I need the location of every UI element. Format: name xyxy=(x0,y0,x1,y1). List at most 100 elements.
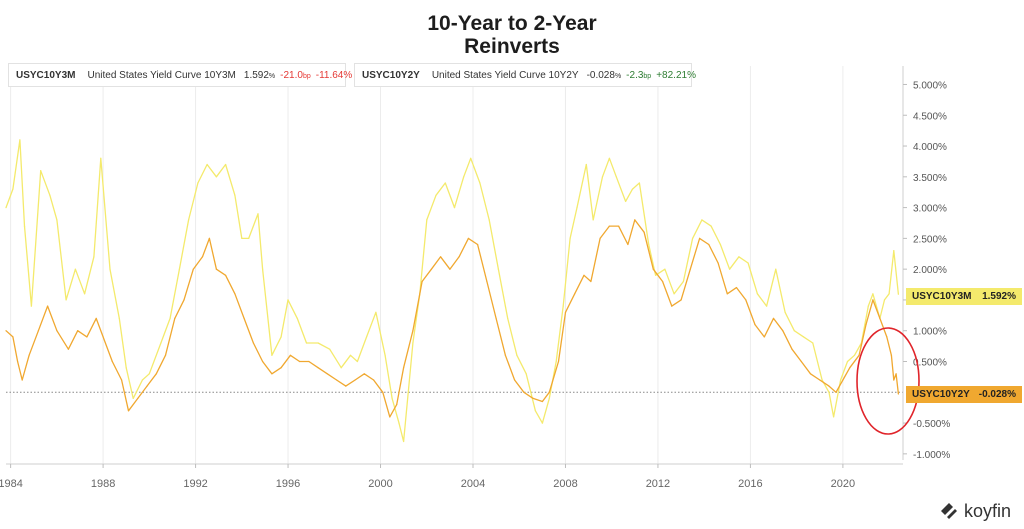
data-point xyxy=(809,373,812,375)
data-point xyxy=(772,317,775,319)
data-point xyxy=(453,207,456,209)
data-point xyxy=(897,293,900,295)
data-point xyxy=(109,268,111,270)
data-point xyxy=(299,360,301,363)
data-point xyxy=(345,385,347,387)
data-point xyxy=(412,330,414,332)
data-point xyxy=(583,274,585,276)
data-point xyxy=(426,219,428,221)
data-point xyxy=(412,342,414,344)
data-point xyxy=(444,182,446,184)
legend-change-pct: +82.21% xyxy=(656,69,696,81)
data-point xyxy=(828,385,830,387)
x-tick-label: 2012 xyxy=(646,478,670,490)
data-point xyxy=(148,373,150,375)
data-point xyxy=(470,157,472,159)
data-point xyxy=(662,280,664,283)
legend-usyc10y2y[interactable]: USYC10Y2Y United States Yield Curve 10Y2… xyxy=(354,63,696,87)
data-point xyxy=(477,243,479,246)
data-point xyxy=(608,225,611,227)
data-point xyxy=(879,317,881,319)
data-point xyxy=(271,373,273,375)
data-point xyxy=(495,317,497,319)
data-point xyxy=(21,379,23,381)
y-tick-label: 3.000% xyxy=(913,204,947,215)
data-point xyxy=(146,385,148,387)
data-point xyxy=(585,163,587,166)
data-point xyxy=(102,336,104,338)
data-point xyxy=(601,176,604,178)
data-point xyxy=(745,299,747,301)
data-point xyxy=(479,182,481,184)
data-point xyxy=(893,250,895,252)
data-point xyxy=(206,163,208,166)
data-point xyxy=(289,354,291,356)
data-point xyxy=(897,393,900,395)
data-point xyxy=(888,293,890,295)
data-point xyxy=(396,404,398,406)
data-point xyxy=(19,139,21,141)
y-tick-label: 4.500% xyxy=(913,111,947,122)
data-point xyxy=(100,157,102,159)
series-line-usyc10y3m xyxy=(5,139,900,443)
data-point xyxy=(458,256,460,258)
data-point xyxy=(215,176,217,178)
data-point xyxy=(812,342,814,344)
data-point xyxy=(655,274,657,276)
data-point xyxy=(625,200,627,202)
data-point xyxy=(516,354,518,356)
gridlines xyxy=(10,66,844,464)
data-point xyxy=(382,391,384,393)
data-point xyxy=(895,373,897,375)
data-point xyxy=(305,342,308,344)
data-point xyxy=(726,293,728,295)
data-point xyxy=(791,348,793,350)
data-point xyxy=(865,324,867,326)
data-point xyxy=(564,311,567,313)
y-tick-label: 0.500% xyxy=(913,358,947,369)
data-point xyxy=(890,354,893,356)
legend-usyc10y3m[interactable]: USYC10Y3M United States Yield Curve 10Y3… xyxy=(8,63,352,87)
data-point xyxy=(835,391,837,393)
data-point xyxy=(592,219,594,221)
data-point xyxy=(710,225,712,227)
data-point xyxy=(775,268,777,270)
legend-value: -0.028% xyxy=(586,69,622,81)
data-point xyxy=(280,336,282,338)
data-point xyxy=(590,280,592,283)
data-point xyxy=(252,342,254,344)
data-point xyxy=(384,354,386,356)
data-point xyxy=(137,397,139,399)
data-point xyxy=(872,299,874,301)
data-point xyxy=(819,379,821,381)
data-point xyxy=(354,379,356,381)
data-point xyxy=(756,293,759,295)
data-point xyxy=(555,360,557,363)
data-point xyxy=(356,360,358,363)
data-point xyxy=(111,360,113,363)
data-point xyxy=(763,336,765,338)
data-point xyxy=(648,243,650,246)
data-point xyxy=(121,379,123,381)
data-point xyxy=(846,360,849,363)
data-point xyxy=(308,360,310,363)
data-point xyxy=(541,400,544,403)
y-tick-label: 5.000% xyxy=(913,80,947,91)
data-point xyxy=(271,354,273,356)
data-point xyxy=(532,397,534,399)
legend-change-bp: -2.3bp xyxy=(626,69,652,81)
data-point xyxy=(803,336,805,338)
data-point xyxy=(37,330,40,332)
data-point xyxy=(497,268,499,270)
data-point xyxy=(326,373,328,375)
series-lines xyxy=(5,139,900,443)
data-point xyxy=(225,163,227,166)
data-point xyxy=(257,213,259,215)
data-point xyxy=(56,330,58,332)
data-point xyxy=(638,182,641,184)
data-point xyxy=(389,416,391,418)
data-point xyxy=(56,219,58,221)
data-point xyxy=(664,268,666,270)
data-point xyxy=(634,219,636,221)
